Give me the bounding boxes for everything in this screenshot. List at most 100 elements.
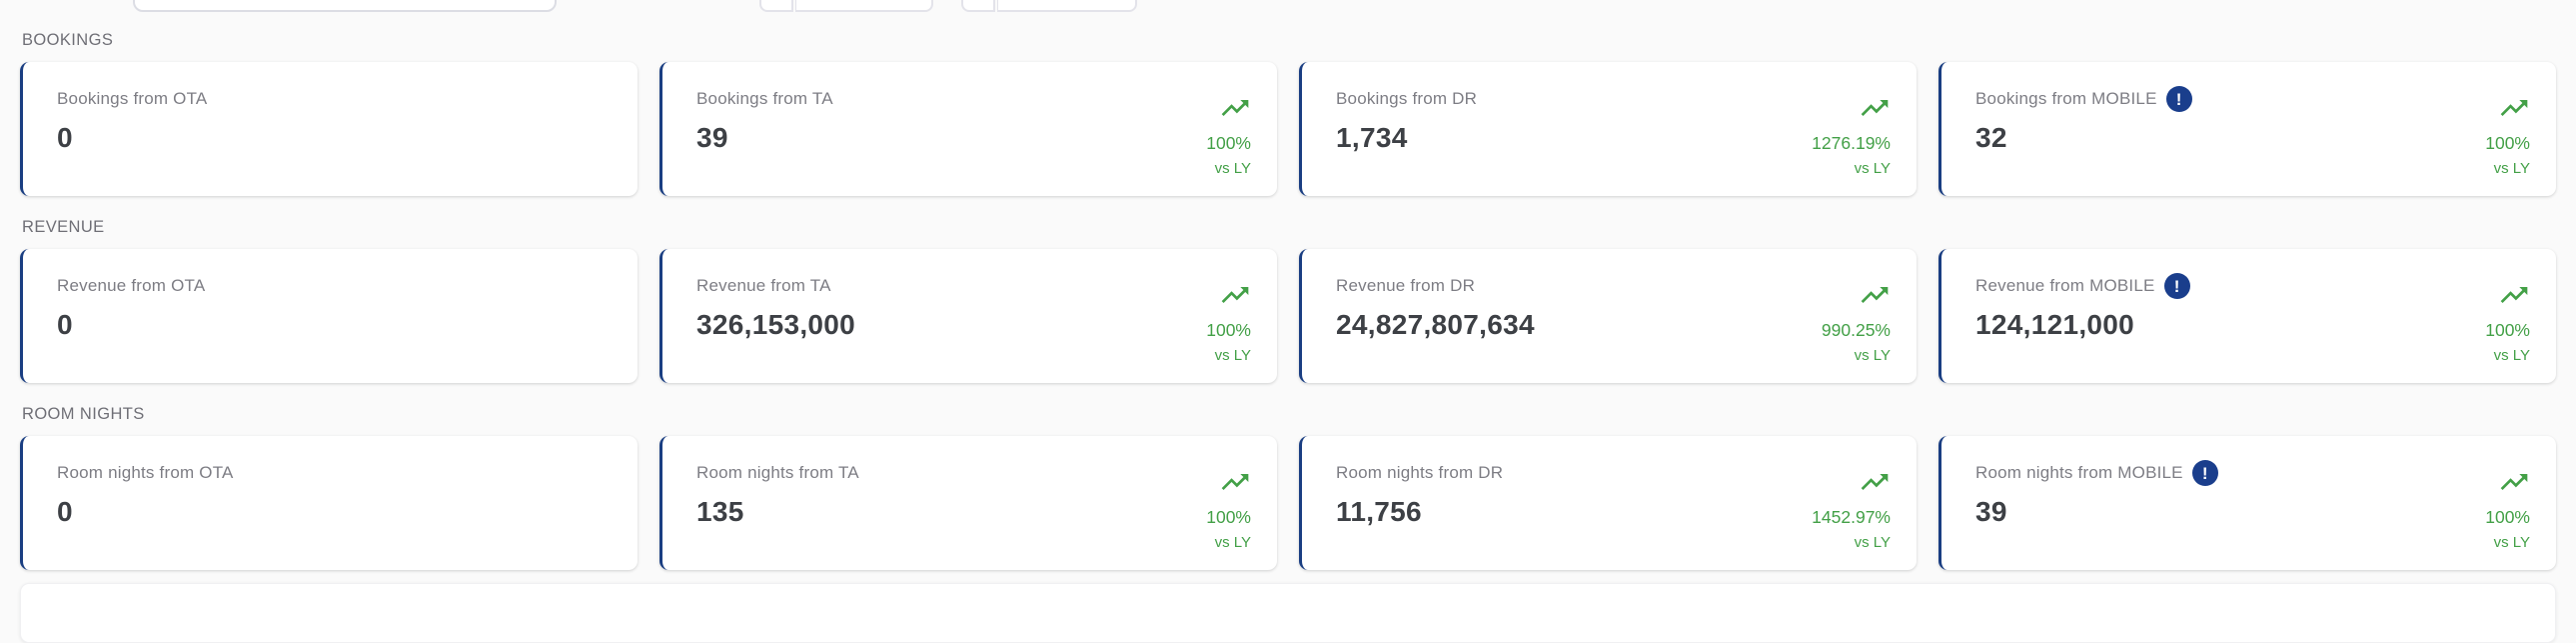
kpi-main: Revenue from OTA 0 [57, 273, 205, 383]
kpi-value: 326,153,000 [696, 309, 856, 340]
card-row-room-nights: Room nights from OTA 0 Room nights from … [20, 436, 2556, 570]
trending-up-icon [1221, 474, 1249, 490]
kpi-title: Revenue from OTA [57, 276, 206, 295]
trend-caption: vs LY [1854, 160, 1891, 177]
kpi-card-room-nights-ota: Room nights from OTA 0 [20, 436, 638, 570]
kpi-trend: 100% vs LY [2485, 86, 2530, 196]
top-control-prefix-2[interactable] [961, 0, 995, 12]
trend-caption: vs LY [1214, 347, 1251, 364]
card-row-bookings: Bookings from OTA 0 Bookings from TA 39 … [20, 62, 2556, 196]
kpi-title: Bookings from DR [1336, 89, 1478, 108]
trending-up-icon [2500, 287, 2528, 303]
kpi-main: Room nights from OTA 0 [57, 460, 234, 570]
trending-up-icon [1221, 100, 1249, 116]
trending-up-icon [1861, 100, 1889, 116]
trend-percent: 990.25% [1821, 320, 1891, 340]
kpi-card-bookings-mobile: Bookings from MOBILE ! 32 100% vs LY [1938, 62, 2556, 196]
kpi-title: Bookings from MOBILE [1975, 89, 2157, 108]
trend-percent: 100% [2485, 133, 2530, 153]
kpi-title: Room nights from MOBILE [1975, 463, 2183, 482]
section-label-room-nights: ROOM NIGHTS [22, 405, 145, 423]
kpi-value: 0 [57, 122, 73, 153]
kpi-card-revenue-mobile: Revenue from MOBILE ! 124,121,000 100% v… [1938, 249, 2556, 383]
section-room-nights: ROOM NIGHTS Room nights from OTA 0 Room … [20, 404, 2556, 570]
top-control-prefix-1[interactable] [759, 0, 793, 12]
kpi-value: 24,827,807,634 [1336, 309, 1535, 340]
trend-caption: vs LY [1854, 347, 1891, 364]
kpi-value: 0 [57, 309, 73, 340]
kpi-dashboard: BOOKINGS Bookings from OTA 0 Bookings fr… [20, 30, 2556, 570]
trend-percent: 100% [2485, 507, 2530, 527]
kpi-value: 1,734 [1336, 122, 1408, 153]
kpi-main: Revenue from MOBILE ! 124,121,000 [1975, 273, 2190, 383]
kpi-main: Bookings from OTA 0 [57, 86, 207, 196]
trend-percent: 100% [1206, 133, 1251, 153]
kpi-card-room-nights-dr: Room nights from DR 11,756 1452.97% vs L… [1299, 436, 1917, 570]
kpi-value: 11,756 [1336, 496, 1422, 527]
kpi-title: Room nights from OTA [57, 463, 234, 482]
trending-up-icon [2500, 474, 2528, 490]
kpi-trend: 100% vs LY [1206, 86, 1251, 196]
trending-up-icon [1221, 287, 1249, 303]
trend-percent: 1276.19% [1812, 133, 1891, 153]
kpi-card-room-nights-mobile: Room nights from MOBILE ! 39 100% vs LY [1938, 436, 2556, 570]
trending-up-icon [1861, 287, 1889, 303]
kpi-title: Bookings from TA [696, 89, 833, 108]
kpi-main: Revenue from TA 326,153,000 [696, 273, 855, 383]
top-control-field-2[interactable] [997, 0, 1137, 12]
topbar [0, 0, 2576, 14]
trend-caption: vs LY [2493, 160, 2530, 177]
kpi-main: Revenue from DR 24,827,807,634 [1336, 273, 1535, 383]
trend-caption: vs LY [1214, 534, 1251, 551]
kpi-title: Room nights from TA [696, 463, 859, 482]
kpi-trend: 100% vs LY [1206, 273, 1251, 383]
kpi-card-bookings-ota: Bookings from OTA 0 [20, 62, 638, 196]
section-bookings: BOOKINGS Bookings from OTA 0 Bookings fr… [20, 30, 2556, 196]
kpi-title: Revenue from DR [1336, 276, 1476, 295]
trend-caption: vs LY [1854, 534, 1891, 551]
kpi-value: 0 [57, 496, 73, 527]
kpi-card-revenue-dr: Revenue from DR 24,827,807,634 990.25% v… [1299, 249, 1917, 383]
kpi-card-room-nights-ta: Room nights from TA 135 100% vs LY [659, 436, 1277, 570]
kpi-title: Room nights from DR [1336, 463, 1504, 482]
kpi-trend: 1452.97% vs LY [1812, 460, 1891, 570]
top-control-group-2 [961, 0, 1137, 12]
bottom-panel [20, 583, 2556, 643]
info-icon[interactable]: ! [2163, 273, 2190, 299]
top-control-field-1[interactable] [795, 0, 933, 12]
kpi-main: Room nights from MOBILE ! 39 [1975, 460, 2218, 570]
kpi-value: 32 [1975, 122, 2007, 153]
kpi-main: Room nights from TA 135 [696, 460, 859, 570]
date-range-input[interactable] [133, 0, 557, 12]
section-revenue: REVENUE Revenue from OTA 0 Revenue from … [20, 217, 2556, 383]
info-icon[interactable]: ! [2191, 460, 2218, 486]
trend-caption: vs LY [2493, 347, 2530, 364]
kpi-value: 135 [696, 496, 744, 527]
kpi-main: Bookings from TA 39 [696, 86, 833, 196]
kpi-trend: 100% vs LY [1206, 460, 1251, 570]
kpi-main: Room nights from DR 11,756 [1336, 460, 1503, 570]
trend-caption: vs LY [1214, 160, 1251, 177]
kpi-trend: 100% vs LY [2485, 460, 2530, 570]
kpi-trend: 100% vs LY [2485, 273, 2530, 383]
trending-up-icon [2500, 100, 2528, 116]
trending-up-icon [1861, 474, 1889, 490]
kpi-value: 124,121,000 [1975, 309, 2135, 340]
kpi-trend: 1276.19% vs LY [1812, 86, 1891, 196]
kpi-card-bookings-ta: Bookings from TA 39 100% vs LY [659, 62, 1277, 196]
section-label-revenue: REVENUE [22, 218, 105, 236]
trend-percent: 100% [1206, 507, 1251, 527]
info-icon[interactable]: ! [2165, 86, 2192, 112]
kpi-main: Bookings from MOBILE ! 32 [1975, 86, 2192, 196]
kpi-value: 39 [1975, 496, 2007, 527]
top-control-group-1 [759, 0, 933, 12]
trend-percent: 100% [1206, 320, 1251, 340]
trend-caption: vs LY [2493, 534, 2530, 551]
kpi-title: Bookings from OTA [57, 89, 208, 108]
kpi-trend: 990.25% vs LY [1822, 273, 1891, 383]
kpi-main: Bookings from DR 1,734 [1336, 86, 1477, 196]
kpi-card-revenue-ota: Revenue from OTA 0 [20, 249, 638, 383]
trend-percent: 100% [2485, 320, 2530, 340]
kpi-value: 39 [696, 122, 728, 153]
section-label-bookings: BOOKINGS [22, 31, 114, 49]
